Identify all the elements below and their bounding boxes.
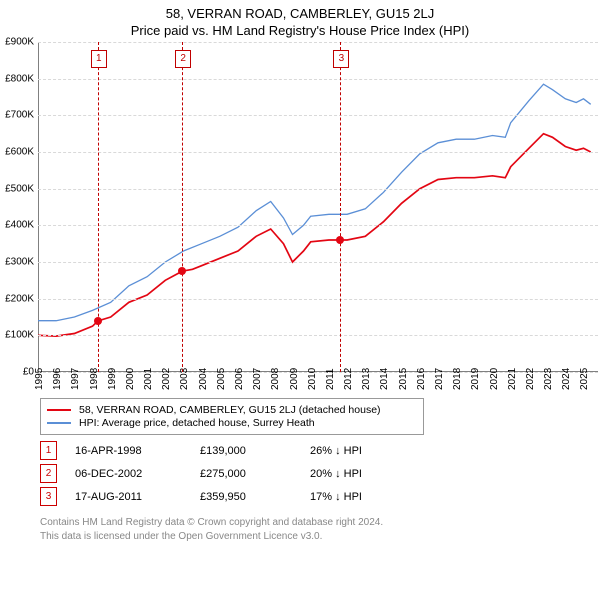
y-tick-label: £700K [5, 110, 34, 121]
y-tick-label: £100K [5, 330, 34, 341]
x-tick-label: 2017 [434, 368, 445, 390]
x-tick-label: 2023 [543, 368, 554, 390]
legend-swatch-hpi [47, 422, 71, 424]
footer-attribution: Contains HM Land Registry data © Crown c… [40, 516, 600, 543]
sale-price-1: £139,000 [200, 445, 310, 457]
x-tick-label: 2004 [198, 368, 209, 390]
footer-line-1: Contains HM Land Registry data © Crown c… [40, 516, 600, 530]
chart-marker-1: 1 [91, 50, 107, 68]
legend-item-property: 58, VERRAN ROAD, CAMBERLEY, GU15 2LJ (de… [47, 404, 417, 416]
chart-title-address: 58, VERRAN ROAD, CAMBERLEY, GU15 2LJ [0, 6, 600, 21]
x-tick-label: 2001 [143, 368, 154, 390]
x-tick-label: 2003 [179, 368, 190, 390]
chart-marker-2: 2 [175, 50, 191, 68]
sale-marker-2: 2 [40, 464, 57, 483]
series-property [38, 134, 591, 336]
chart-subtitle: Price paid vs. HM Land Registry's House … [0, 23, 600, 38]
x-tick-label: 2012 [343, 368, 354, 390]
sale-diff-2: 20% ↓ HPI [310, 468, 420, 480]
x-tick-label: 2024 [561, 368, 572, 390]
sale-dot-3 [336, 236, 344, 244]
sale-row-3: 3 17-AUG-2011 £359,950 17% ↓ HPI [40, 487, 600, 506]
sale-marker-3: 3 [40, 487, 57, 506]
x-tick-label: 2009 [289, 368, 300, 390]
chart-marker-3: 3 [333, 50, 349, 68]
x-tick-label: 1999 [107, 368, 118, 390]
legend-label-property: 58, VERRAN ROAD, CAMBERLEY, GU15 2LJ (de… [79, 404, 381, 416]
x-tick-label: 2022 [525, 368, 536, 390]
sale-price-3: £359,950 [200, 491, 310, 503]
x-tick-label: 2021 [507, 368, 518, 390]
sale-row-1: 1 16-APR-1998 £139,000 26% ↓ HPI [40, 441, 600, 460]
x-tick-label: 2016 [416, 368, 427, 390]
x-tick-label: 2015 [398, 368, 409, 390]
x-tick-label: 2010 [307, 368, 318, 390]
y-tick-label: £400K [5, 220, 34, 231]
price-chart: £0£100K£200K£300K£400K£500K£600K£700K£80… [38, 42, 598, 372]
sale-price-2: £275,000 [200, 468, 310, 480]
chart-legend: 58, VERRAN ROAD, CAMBERLEY, GU15 2LJ (de… [40, 398, 424, 435]
series-hpi [38, 84, 591, 321]
x-tick-label: 1996 [52, 368, 63, 390]
x-tick-label: 2019 [470, 368, 481, 390]
sale-row-2: 2 06-DEC-2002 £275,000 20% ↓ HPI [40, 464, 600, 483]
sale-dot-1 [94, 317, 102, 325]
x-tick-label: 2013 [361, 368, 372, 390]
chart-svg [38, 42, 598, 372]
sale-date-3: 17-AUG-2011 [75, 491, 200, 503]
footer-line-2: This data is licensed under the Open Gov… [40, 530, 600, 544]
x-tick-label: 2000 [125, 368, 136, 390]
y-tick-label: £300K [5, 257, 34, 268]
y-tick-label: £0 [23, 367, 34, 378]
sales-table: 1 16-APR-1998 £139,000 26% ↓ HPI 2 06-DE… [40, 441, 600, 506]
y-tick-label: £800K [5, 73, 34, 84]
sale-diff-1: 26% ↓ HPI [310, 445, 420, 457]
x-tick-label: 2020 [489, 368, 500, 390]
legend-item-hpi: HPI: Average price, detached house, Surr… [47, 417, 417, 429]
y-tick-label: £900K [5, 37, 34, 48]
x-tick-label: 2006 [234, 368, 245, 390]
price-chart-document: { "title_line1": "58, VERRAN ROAD, CAMBE… [0, 0, 600, 590]
x-tick-label: 2002 [161, 368, 172, 390]
sale-diff-3: 17% ↓ HPI [310, 491, 420, 503]
legend-swatch-property [47, 409, 71, 411]
x-tick-label: 2014 [379, 368, 390, 390]
y-tick-label: £500K [5, 183, 34, 194]
y-tick-label: £600K [5, 147, 34, 158]
sale-date-1: 16-APR-1998 [75, 445, 200, 457]
x-tick-label: 1997 [70, 368, 81, 390]
x-tick-label: 2005 [216, 368, 227, 390]
y-tick-label: £200K [5, 293, 34, 304]
x-tick-label: 2025 [579, 368, 590, 390]
sale-date-2: 06-DEC-2002 [75, 468, 200, 480]
x-tick-label: 2008 [270, 368, 281, 390]
x-tick-label: 2011 [325, 368, 336, 390]
x-tick-label: 2007 [252, 368, 263, 390]
sale-marker-1: 1 [40, 441, 57, 460]
x-tick-label: 2018 [452, 368, 463, 390]
x-tick-label: 1995 [34, 368, 45, 390]
legend-label-hpi: HPI: Average price, detached house, Surr… [79, 417, 315, 429]
sale-dot-2 [178, 267, 186, 275]
